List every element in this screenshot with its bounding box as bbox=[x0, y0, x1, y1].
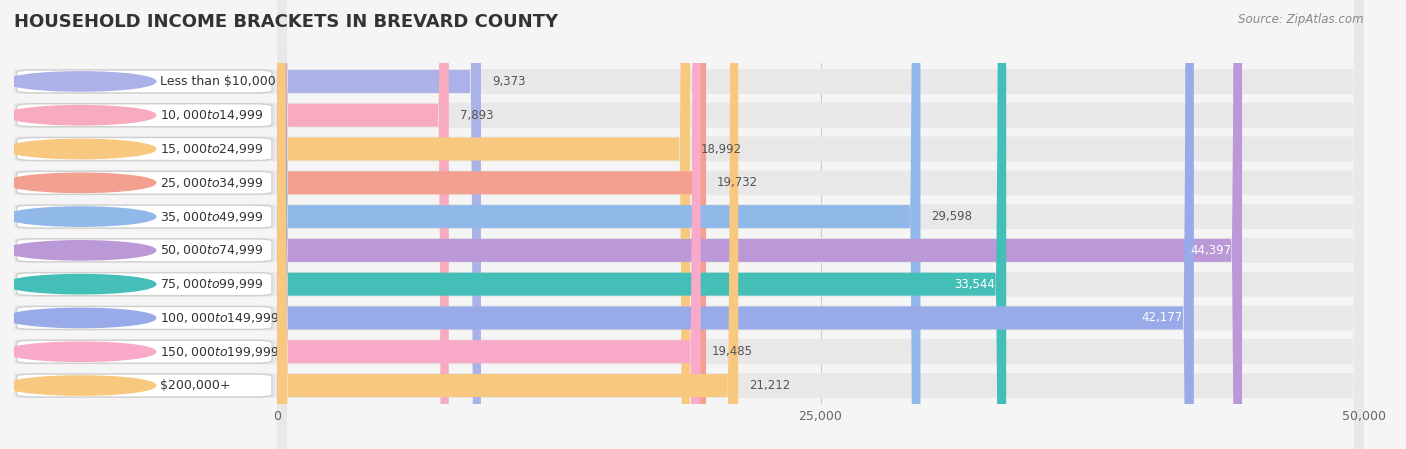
Text: 21,212: 21,212 bbox=[749, 379, 790, 392]
FancyBboxPatch shape bbox=[14, 373, 277, 398]
FancyBboxPatch shape bbox=[277, 0, 449, 449]
Text: $150,000 to $199,999: $150,000 to $199,999 bbox=[159, 345, 278, 359]
Text: Less than $10,000: Less than $10,000 bbox=[159, 75, 276, 88]
Text: $15,000 to $24,999: $15,000 to $24,999 bbox=[159, 142, 263, 156]
Text: 19,485: 19,485 bbox=[711, 345, 752, 358]
Circle shape bbox=[6, 173, 156, 193]
Text: 44,397: 44,397 bbox=[1189, 244, 1232, 257]
FancyBboxPatch shape bbox=[277, 0, 481, 449]
FancyBboxPatch shape bbox=[277, 0, 738, 449]
Circle shape bbox=[6, 308, 156, 328]
FancyBboxPatch shape bbox=[277, 0, 1364, 449]
FancyBboxPatch shape bbox=[277, 0, 1364, 449]
Text: 18,992: 18,992 bbox=[700, 142, 742, 155]
Circle shape bbox=[6, 376, 156, 395]
FancyBboxPatch shape bbox=[14, 339, 277, 364]
FancyBboxPatch shape bbox=[277, 0, 1241, 449]
Text: $100,000 to $149,999: $100,000 to $149,999 bbox=[159, 311, 278, 325]
FancyBboxPatch shape bbox=[17, 172, 271, 194]
Text: 19,732: 19,732 bbox=[717, 176, 758, 189]
Text: 7,893: 7,893 bbox=[460, 109, 494, 122]
FancyBboxPatch shape bbox=[277, 0, 1364, 449]
FancyBboxPatch shape bbox=[14, 305, 277, 330]
FancyBboxPatch shape bbox=[277, 0, 700, 449]
FancyBboxPatch shape bbox=[14, 69, 277, 94]
FancyBboxPatch shape bbox=[17, 104, 271, 127]
Text: Source: ZipAtlas.com: Source: ZipAtlas.com bbox=[1239, 13, 1364, 26]
Circle shape bbox=[6, 72, 156, 91]
Circle shape bbox=[6, 274, 156, 294]
FancyBboxPatch shape bbox=[277, 0, 1364, 449]
Circle shape bbox=[6, 342, 156, 361]
FancyBboxPatch shape bbox=[17, 307, 271, 330]
Text: $35,000 to $49,999: $35,000 to $49,999 bbox=[159, 210, 263, 224]
FancyBboxPatch shape bbox=[17, 239, 271, 262]
FancyBboxPatch shape bbox=[277, 0, 1364, 449]
Text: HOUSEHOLD INCOME BRACKETS IN BREVARD COUNTY: HOUSEHOLD INCOME BRACKETS IN BREVARD COU… bbox=[14, 13, 558, 31]
FancyBboxPatch shape bbox=[17, 374, 271, 397]
Text: 29,598: 29,598 bbox=[931, 210, 973, 223]
Text: $50,000 to $74,999: $50,000 to $74,999 bbox=[159, 243, 263, 257]
Text: 42,177: 42,177 bbox=[1142, 312, 1182, 325]
Circle shape bbox=[6, 106, 156, 125]
Text: $75,000 to $99,999: $75,000 to $99,999 bbox=[159, 277, 263, 291]
FancyBboxPatch shape bbox=[277, 0, 921, 449]
Text: $25,000 to $34,999: $25,000 to $34,999 bbox=[159, 176, 263, 190]
FancyBboxPatch shape bbox=[277, 0, 1364, 449]
FancyBboxPatch shape bbox=[14, 204, 277, 229]
Text: 9,373: 9,373 bbox=[492, 75, 526, 88]
FancyBboxPatch shape bbox=[277, 0, 1007, 449]
Circle shape bbox=[6, 207, 156, 226]
FancyBboxPatch shape bbox=[277, 0, 1364, 449]
Text: 33,544: 33,544 bbox=[955, 277, 995, 291]
FancyBboxPatch shape bbox=[17, 137, 271, 160]
FancyBboxPatch shape bbox=[277, 0, 1364, 449]
FancyBboxPatch shape bbox=[277, 0, 1194, 449]
FancyBboxPatch shape bbox=[17, 273, 271, 295]
FancyBboxPatch shape bbox=[14, 103, 277, 128]
FancyBboxPatch shape bbox=[17, 205, 271, 228]
Text: $10,000 to $14,999: $10,000 to $14,999 bbox=[159, 108, 263, 122]
FancyBboxPatch shape bbox=[14, 136, 277, 162]
FancyBboxPatch shape bbox=[14, 238, 277, 263]
FancyBboxPatch shape bbox=[277, 0, 1364, 449]
FancyBboxPatch shape bbox=[17, 70, 271, 93]
FancyBboxPatch shape bbox=[277, 0, 706, 449]
Circle shape bbox=[6, 241, 156, 260]
FancyBboxPatch shape bbox=[277, 0, 1364, 449]
Circle shape bbox=[6, 139, 156, 158]
Text: $200,000+: $200,000+ bbox=[159, 379, 231, 392]
FancyBboxPatch shape bbox=[277, 0, 690, 449]
FancyBboxPatch shape bbox=[14, 272, 277, 297]
FancyBboxPatch shape bbox=[17, 340, 271, 363]
FancyBboxPatch shape bbox=[14, 170, 277, 195]
